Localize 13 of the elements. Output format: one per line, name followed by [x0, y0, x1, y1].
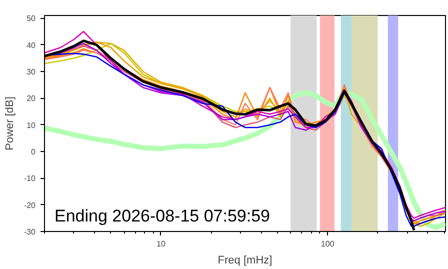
y-tick-label: 30	[26, 68, 36, 76]
y-axis-title: Power [dB]	[4, 96, 16, 150]
y-tick-label: 50	[26, 14, 36, 24]
x-tick-label: 100	[320, 240, 335, 248]
y-tick-label: 40	[26, 40, 36, 50]
x-axis-title: Freq [mHz]	[218, 254, 272, 266]
annotation: Ending 2026-08-15 07:59:59	[54, 206, 270, 226]
y-tick-label: -30	[24, 228, 36, 236]
y-tick-label: 10	[26, 120, 36, 130]
y-tick-label: -20	[24, 200, 36, 210]
y-tick-label: 0	[31, 148, 36, 156]
y-tick-label: -10	[24, 174, 36, 184]
y-tick-label: 20	[26, 94, 36, 104]
